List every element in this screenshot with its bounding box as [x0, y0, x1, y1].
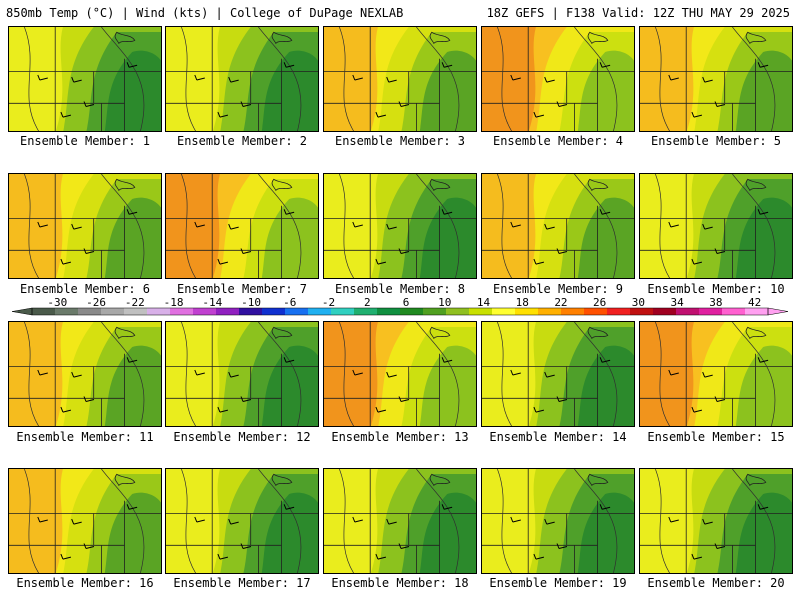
- colorbar-swatch: [262, 308, 286, 315]
- ensemble-member-map: [481, 468, 635, 574]
- colorbar-swatch: [699, 308, 723, 315]
- ensemble-member-label: Ensemble Member: 1: [19, 134, 151, 148]
- ensemble-member-map: [165, 468, 319, 574]
- colorbar-swatch: [285, 308, 309, 315]
- ensemble-member-map: [639, 321, 793, 427]
- ensemble-member-map: [8, 321, 162, 427]
- ensemble-member-label: Ensemble Member: 6: [19, 282, 151, 296]
- colorbar-tick-label: 6: [403, 296, 410, 309]
- colorbar-swatch: [400, 308, 424, 315]
- ensemble-member-label: Ensemble Member: 7: [176, 282, 308, 296]
- ensemble-member-map: [481, 173, 635, 279]
- colorbar-swatch: [515, 308, 539, 315]
- colorbar-tick-label: -26: [86, 296, 106, 309]
- ensemble-member-map: [639, 26, 793, 132]
- ensemble-member-label: Ensemble Member: 5: [650, 134, 782, 148]
- ensemble-member-label: Ensemble Member: 20: [647, 576, 785, 590]
- ensemble-member-label: Ensemble Member: 19: [489, 576, 627, 590]
- ensemble-member-label: Ensemble Member: 15: [647, 430, 785, 444]
- colorbar-tick-label: -18: [164, 296, 184, 309]
- ensemble-member-map: [165, 321, 319, 427]
- ensemble-member-label: Ensemble Member: 16: [16, 576, 154, 590]
- colorbar-swatch: [607, 308, 631, 315]
- colorbar-swatch: [653, 308, 677, 315]
- colorbar-swatch: [55, 308, 79, 315]
- colorbar-tick-label: 14: [477, 296, 491, 309]
- colorbar-tick-label: 2: [364, 296, 371, 309]
- colorbar-swatch: [446, 308, 470, 315]
- colorbar-tick-label: -30: [47, 296, 67, 309]
- ensemble-member-map: [323, 468, 477, 574]
- colorbar-tick-label: 10: [438, 296, 451, 309]
- colorbar-swatch: [170, 308, 194, 315]
- colorbar-tick-label: 38: [709, 296, 722, 309]
- colorbar-swatch: [377, 308, 401, 315]
- colorbar-swatch: [561, 308, 585, 315]
- colorbar-swatch: [147, 308, 171, 315]
- ensemble-member-map: [481, 26, 635, 132]
- colorbar-tick-label: 30: [632, 296, 645, 309]
- ensemble-member-map: [323, 173, 477, 279]
- colorbar-swatch: [745, 308, 769, 315]
- ensemble-member-map: [165, 173, 319, 279]
- colorbar-tick-label: 34: [671, 296, 685, 309]
- ensemble-member-label: Ensemble Member: 11: [16, 430, 154, 444]
- colorbar-tick-label: -2: [322, 296, 335, 309]
- colorbar-tick-label: -6: [283, 296, 296, 309]
- ensemble-member-label: Ensemble Member: 13: [331, 430, 469, 444]
- colorbar-swatch: [101, 308, 125, 315]
- ensemble-member-map: [639, 468, 793, 574]
- ensemble-member-map: [165, 26, 319, 132]
- ensemble-member-label: Ensemble Member: 9: [492, 282, 624, 296]
- ensemble-member-label: Ensemble Member: 3: [334, 134, 466, 148]
- ensemble-member-label: Ensemble Member: 18: [331, 576, 469, 590]
- ensemble-member-map: [8, 173, 162, 279]
- colorbar-tick-label: -22: [125, 296, 145, 309]
- colorbar-swatch: [676, 308, 700, 315]
- colorbar-swatch: [492, 308, 516, 315]
- ensemble-member-label: Ensemble Member: 4: [492, 134, 624, 148]
- colorbar-tick-label: 42: [748, 296, 761, 309]
- ensemble-member-map: [323, 26, 477, 132]
- colorbar-tick-label: 18: [516, 296, 529, 309]
- colorbar-tick-label: 22: [554, 296, 567, 309]
- colorbar-swatch: [630, 308, 654, 315]
- colorbar-swatch: [124, 308, 148, 315]
- ensemble-member-label: Ensemble Member: 2: [176, 134, 308, 148]
- colorbar-tick-label: -14: [202, 296, 222, 309]
- product-title: 850mb Temp (°C) | Wind (kts) | College o…: [6, 6, 404, 20]
- temperature-colorbar: -30 -26 -22 -18 -14 -10 -6 -2 2 6 10 14 18 22 26 30 34 38…: [11, 296, 789, 316]
- colorbar-swatch: [239, 308, 263, 315]
- colorbar-swatch: [32, 308, 56, 315]
- colorbar-swatch: [538, 308, 562, 315]
- colorbar-swatch: [423, 308, 447, 315]
- ensemble-member-label: Ensemble Member: 8: [334, 282, 466, 296]
- colorbar-swatch: [78, 308, 102, 315]
- colorbar-swatch: [308, 308, 332, 315]
- colorbar-swatch: [331, 308, 355, 315]
- colorbar-tick-label: 26: [593, 296, 606, 309]
- colorbar-swatch: [584, 308, 608, 315]
- ensemble-member-label: Ensemble Member: 14: [489, 430, 627, 444]
- colorbar-swatch: [469, 308, 493, 315]
- colorbar-swatch: [354, 308, 378, 315]
- ensemble-member-label: Ensemble Member: 12: [173, 430, 311, 444]
- colorbar-swatch: [722, 308, 746, 315]
- ensemble-member-map: [481, 321, 635, 427]
- valid-time-label: 18Z GEFS | F138 Valid: 12Z THU MAY 29 20…: [486, 6, 790, 20]
- ensemble-member-label: Ensemble Member: 17: [173, 576, 311, 590]
- ensemble-member-label: Ensemble Member: 10: [647, 282, 785, 296]
- ensemble-member-map: [8, 26, 162, 132]
- ensemble-member-map: [323, 321, 477, 427]
- ensemble-member-map: [639, 173, 793, 279]
- colorbar-swatch: [216, 308, 240, 315]
- colorbar-tick-label: -10: [241, 296, 261, 309]
- colorbar-swatch: [193, 308, 217, 315]
- ensemble-member-map: [8, 468, 162, 574]
